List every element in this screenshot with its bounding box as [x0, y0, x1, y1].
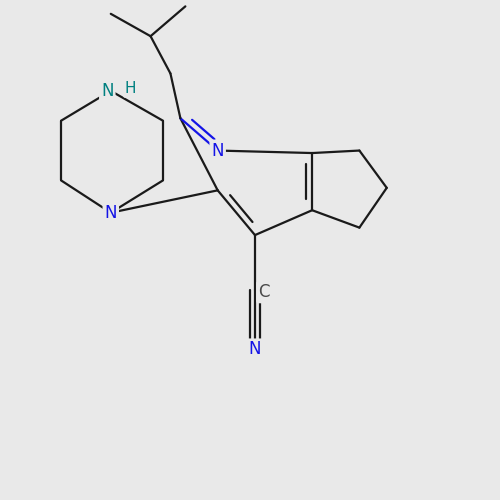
- Text: C: C: [258, 284, 270, 302]
- Text: N: N: [212, 142, 224, 160]
- Text: N: N: [101, 82, 114, 100]
- Text: H: H: [125, 81, 136, 96]
- Text: N: N: [104, 204, 117, 222]
- Text: N: N: [248, 340, 261, 358]
